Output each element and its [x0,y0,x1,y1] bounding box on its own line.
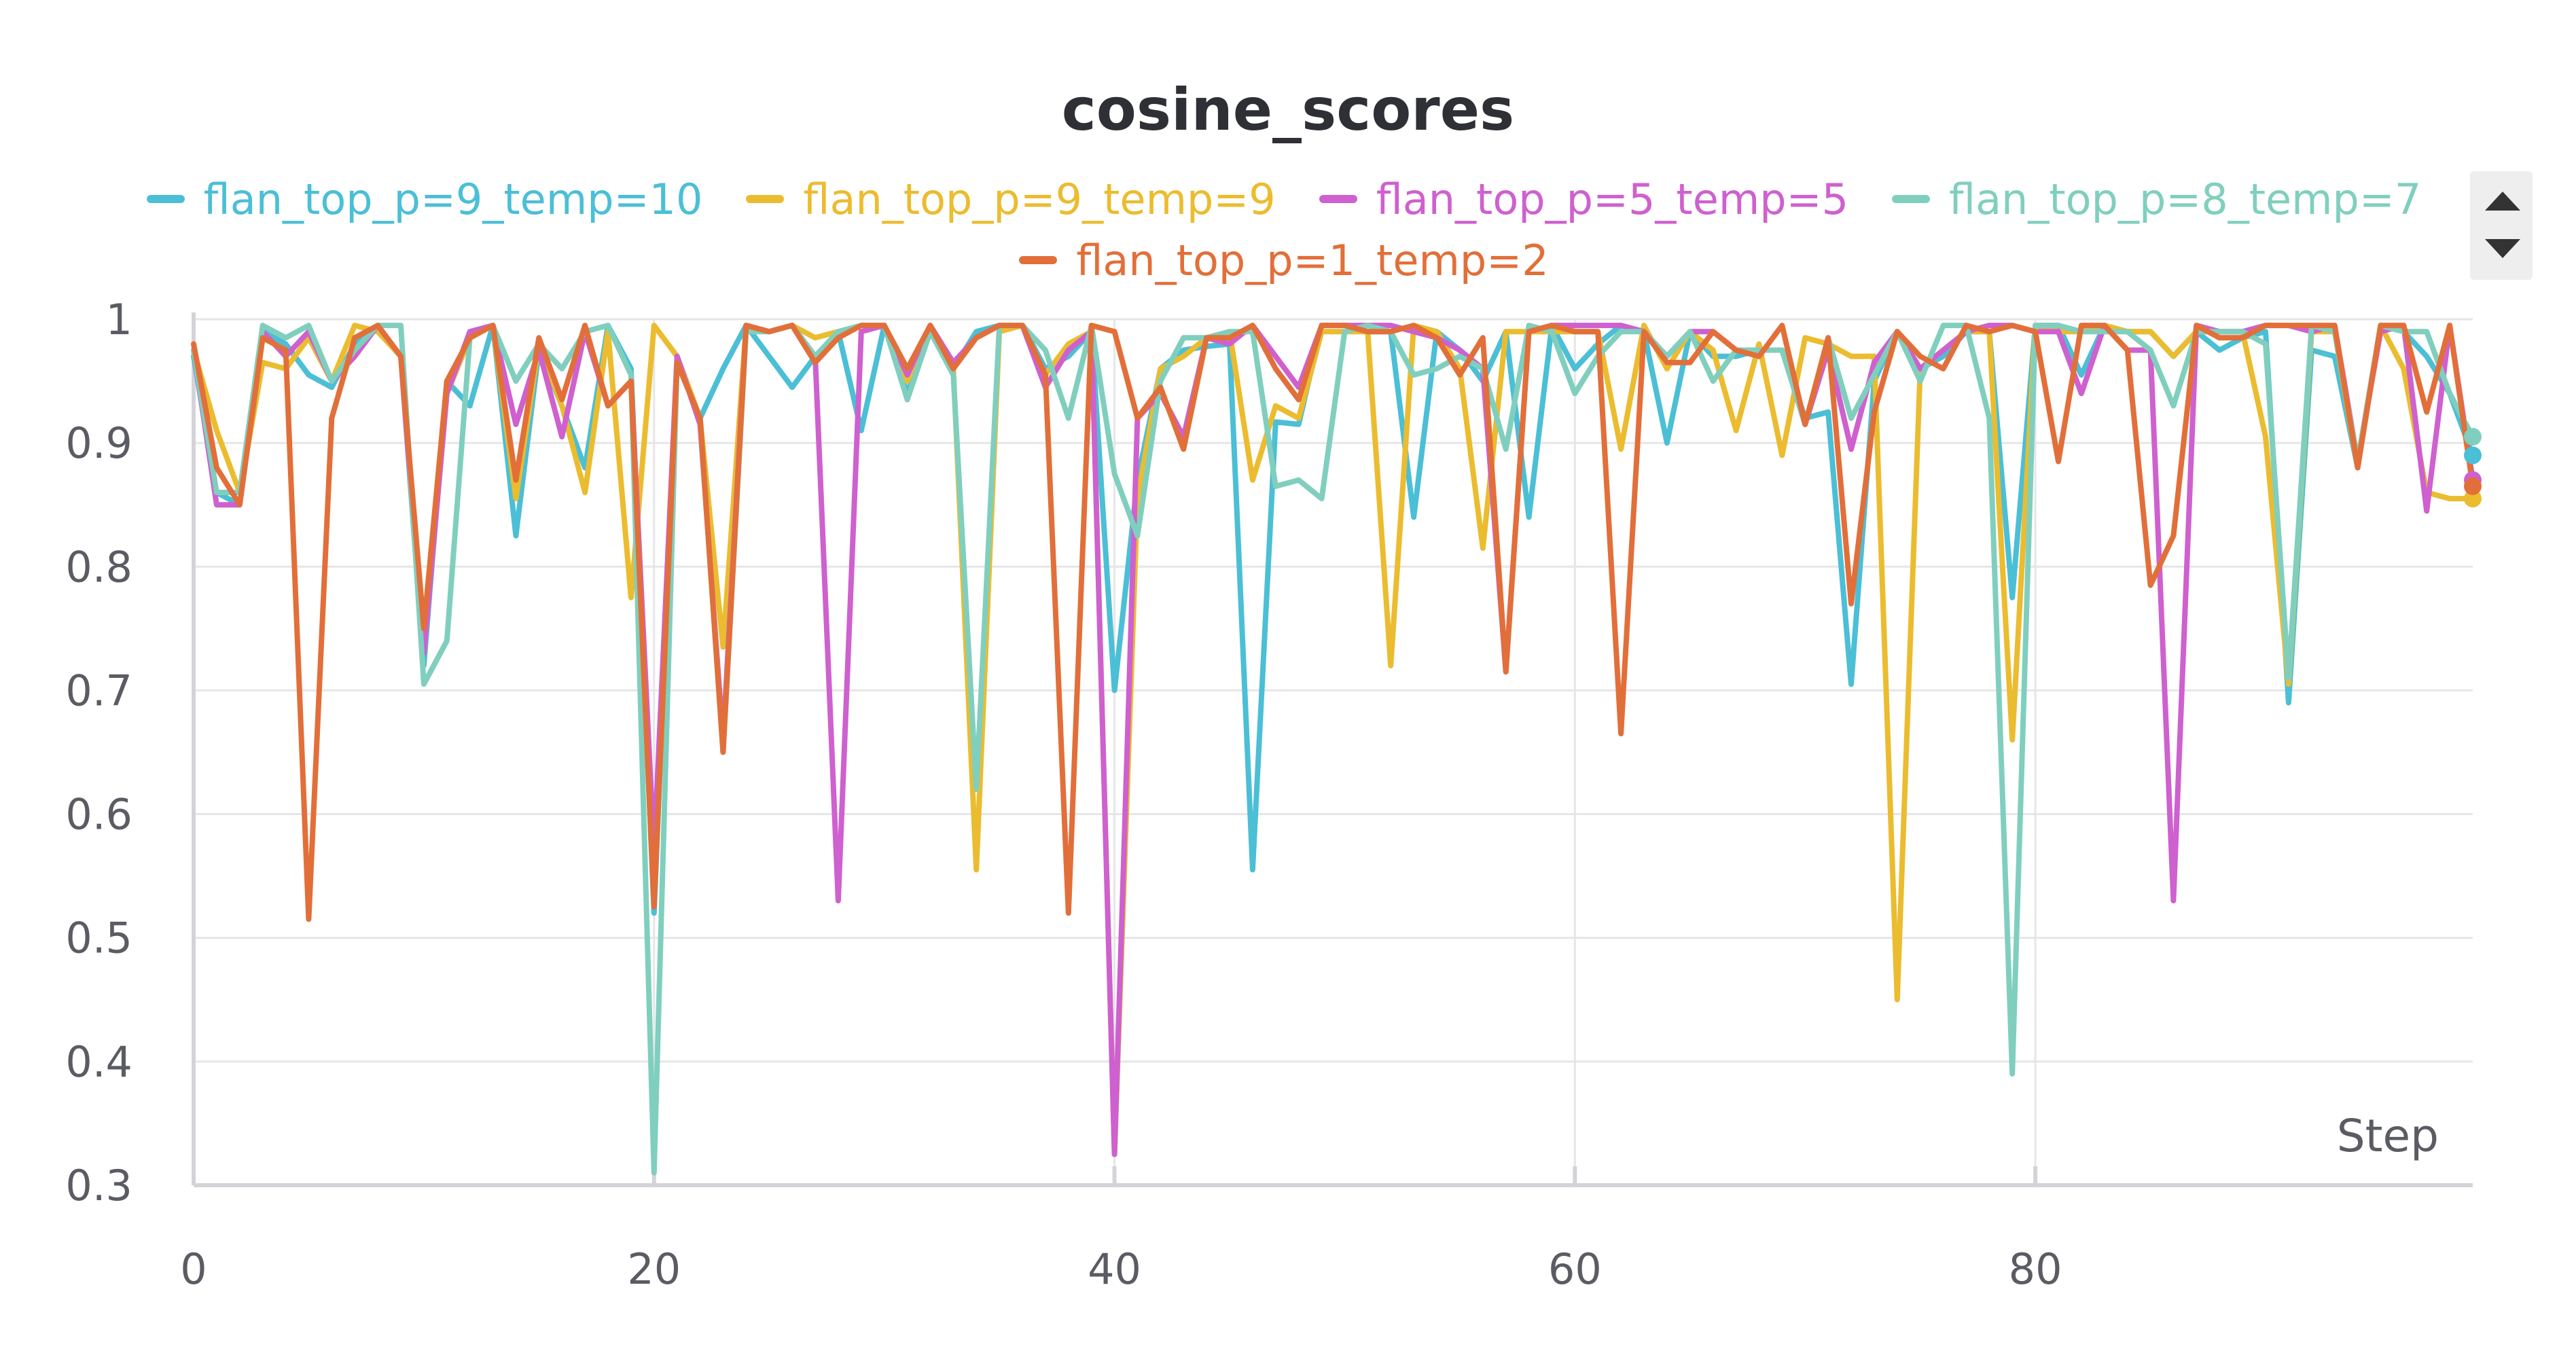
legend-swatch [746,195,785,203]
x-tick-label: 20 [627,1244,681,1294]
series-end-markers [2464,428,2482,508]
legend-label: flan_top_p=9_temp=9 [803,174,1276,224]
axes [192,312,2473,1187]
legend: flan_top_p=9_temp=10 flan_top_p=9_temp=9 f… [122,168,2446,291]
legend-row: flan_top_p=9_temp=10 flan_top_p=9_temp=9 f… [122,168,2446,230]
legend-label: flan_top_p=1_temp=2 [1076,235,1549,285]
grid [194,318,2473,1185]
legend-swatch [1319,195,1357,203]
series-end-dot [2464,490,2482,508]
x-tick-label: 0 [180,1244,207,1294]
x-tick-label: 60 [1548,1244,1602,1294]
series-line [191,323,2475,1176]
scroll-down-icon[interactable] [2485,239,2520,258]
x-tick-label: 80 [2009,1244,2062,1294]
legend-item[interactable]: flan_top_p=5_temp=5 [1319,175,1848,224]
series-line [191,323,2475,1157]
series-end-dot [2464,428,2482,446]
y-tick-label: 0.3 [65,1161,132,1210]
y-tick-label: 0.6 [65,790,132,840]
legend-item[interactable]: flan_top_p=9_temp=10 [146,174,703,224]
series-end-dot [2464,477,2482,495]
legend-swatch [1019,256,1058,264]
legend-label: flan_top_p=8_temp=7 [1949,174,2422,224]
y-tick-label: 0.8 [65,542,132,592]
legend-label: flan_top_p=5_temp=5 [1376,174,1849,224]
series-lines [191,323,2475,1176]
chart-title: cosine_scores [1061,76,1515,144]
scroll-up-icon[interactable] [2485,192,2520,211]
series-line [191,323,2475,922]
legend-scroll-control [2470,171,2533,280]
legend-label: flan_top_p=9_temp=10 [203,174,703,224]
y-tick-label: 1 [106,295,132,344]
y-tick-label: 0.5 [65,914,132,963]
x-axis-label: Step [2337,1110,2439,1162]
legend-swatch [146,195,185,203]
y-tick-label: 0.4 [65,1037,132,1087]
y-tick-label: 0.9 [65,418,132,468]
legend-item[interactable]: flan_top_p=8_temp=7 [1892,175,2421,224]
legend-item[interactable]: flan_top_p=1_temp=2 [1019,235,1549,285]
series-line [191,323,2475,1157]
tick-labels: 0.3 0.4 0.5 0.6 0.7 0.8 0.9 1 0 20 40 60 80 [65,295,2062,1294]
y-tick-label: 0.7 [65,666,132,715]
x-tick-label: 40 [1088,1244,1141,1294]
series-end-dot [2464,446,2482,465]
legend-swatch [1892,195,1931,203]
legend-row: flan_top_p=1_temp=2 [122,230,2446,291]
legend-item[interactable]: flan_top_p=9_temp=9 [746,174,1276,224]
